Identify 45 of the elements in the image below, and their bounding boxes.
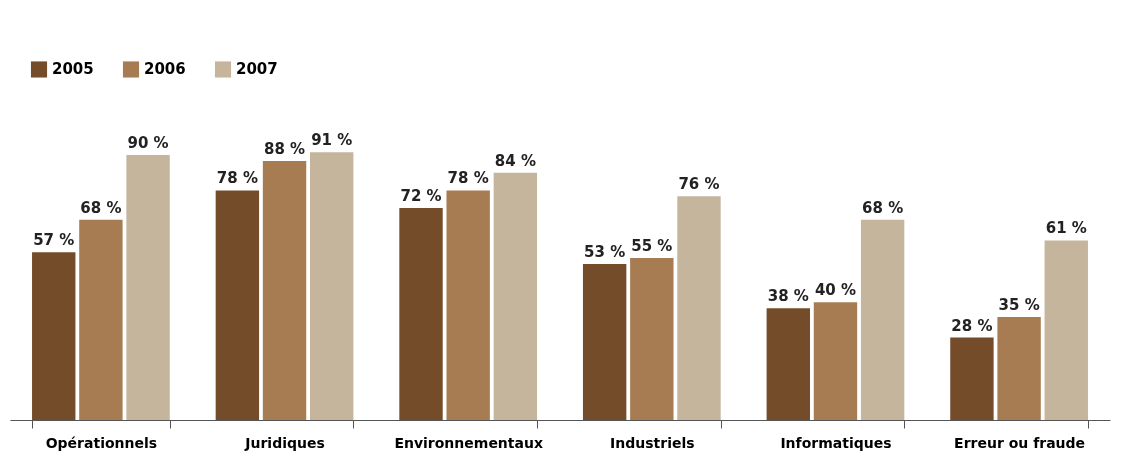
data-label: 78 % bbox=[447, 169, 489, 188]
bar bbox=[32, 252, 76, 420]
data-label: 28 % bbox=[951, 316, 993, 335]
data-label: 91 % bbox=[311, 131, 353, 150]
data-label: 35 % bbox=[998, 295, 1040, 314]
data-label: 90 % bbox=[127, 134, 169, 153]
legend-label: 2006 bbox=[144, 60, 186, 79]
data-label: 68 % bbox=[80, 198, 122, 217]
x-tick-label: Informatiques bbox=[780, 434, 892, 451]
bar bbox=[399, 208, 443, 420]
data-label: 68 % bbox=[862, 198, 904, 217]
data-label: 78 % bbox=[216, 169, 258, 188]
bar bbox=[630, 258, 674, 420]
bar bbox=[950, 337, 994, 420]
data-label: 88 % bbox=[263, 139, 306, 158]
bar bbox=[493, 172, 538, 420]
bar bbox=[860, 219, 905, 420]
data-label: 72 % bbox=[400, 187, 442, 206]
x-tick-label: Erreur ou fraude bbox=[954, 434, 1086, 451]
bar bbox=[997, 316, 1041, 420]
data-label: 61 % bbox=[1045, 219, 1087, 238]
data-label: 40 % bbox=[814, 281, 857, 300]
bar bbox=[79, 219, 123, 420]
legend-label: 2007 bbox=[236, 60, 278, 79]
data-label: 53 % bbox=[584, 243, 626, 261]
data-label: 55 % bbox=[631, 237, 673, 256]
x-tick-label: Environnementaux bbox=[394, 434, 543, 451]
data-label: 76 % bbox=[678, 175, 720, 194]
bar bbox=[126, 155, 170, 420]
bar bbox=[766, 308, 810, 420]
x-tick-label: Industriels bbox=[610, 434, 695, 451]
legend-label: 2005 bbox=[52, 60, 94, 79]
bar bbox=[215, 190, 260, 420]
bar bbox=[582, 264, 627, 420]
bar bbox=[262, 160, 307, 420]
data-label: 38 % bbox=[767, 287, 809, 306]
bar bbox=[813, 302, 858, 420]
bar bbox=[446, 190, 490, 420]
x-tick-label: Juridiques bbox=[244, 434, 325, 451]
bar bbox=[310, 152, 354, 420]
data-label: 57 % bbox=[33, 231, 75, 250]
x-tick-label: Opérationnels bbox=[45, 434, 158, 451]
bar bbox=[1044, 240, 1088, 420]
data-label: 84 % bbox=[494, 151, 536, 170]
bar bbox=[677, 196, 721, 420]
